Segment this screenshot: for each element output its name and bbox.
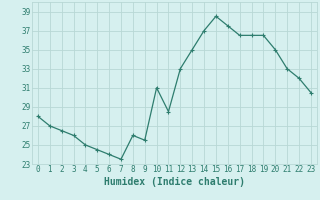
X-axis label: Humidex (Indice chaleur): Humidex (Indice chaleur): [104, 177, 245, 187]
